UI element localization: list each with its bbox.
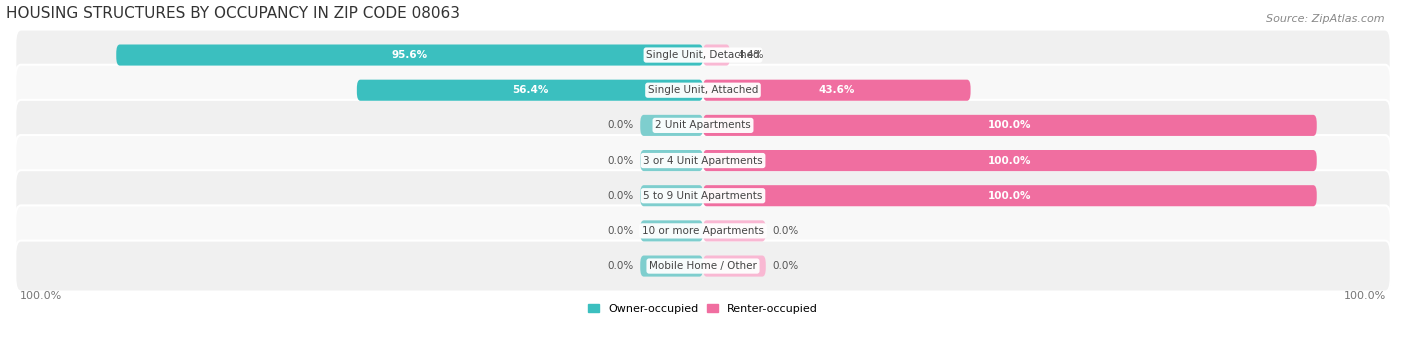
FancyBboxPatch shape	[640, 150, 703, 171]
Text: Single Unit, Detached: Single Unit, Detached	[647, 50, 759, 60]
FancyBboxPatch shape	[703, 44, 730, 65]
FancyBboxPatch shape	[703, 255, 766, 277]
Text: HOUSING STRUCTURES BY OCCUPANCY IN ZIP CODE 08063: HOUSING STRUCTURES BY OCCUPANCY IN ZIP C…	[6, 5, 460, 20]
Text: 0.0%: 0.0%	[607, 261, 633, 271]
Text: Mobile Home / Other: Mobile Home / Other	[650, 261, 756, 271]
FancyBboxPatch shape	[15, 65, 1391, 116]
FancyBboxPatch shape	[703, 80, 970, 101]
Text: 0.0%: 0.0%	[773, 226, 799, 236]
FancyBboxPatch shape	[703, 115, 1317, 136]
Text: 0.0%: 0.0%	[607, 191, 633, 201]
FancyBboxPatch shape	[703, 185, 1317, 206]
Text: 56.4%: 56.4%	[512, 85, 548, 95]
FancyBboxPatch shape	[357, 80, 703, 101]
FancyBboxPatch shape	[640, 115, 703, 136]
Text: 0.0%: 0.0%	[773, 261, 799, 271]
Text: 100.0%: 100.0%	[1344, 292, 1386, 301]
Text: 0.0%: 0.0%	[607, 120, 633, 130]
FancyBboxPatch shape	[640, 255, 703, 277]
Text: 100.0%: 100.0%	[988, 155, 1032, 165]
FancyBboxPatch shape	[15, 170, 1391, 221]
FancyBboxPatch shape	[640, 185, 703, 206]
FancyBboxPatch shape	[117, 44, 703, 65]
Text: 5 to 9 Unit Apartments: 5 to 9 Unit Apartments	[644, 191, 762, 201]
Text: 100.0%: 100.0%	[988, 191, 1032, 201]
Text: 10 or more Apartments: 10 or more Apartments	[643, 226, 763, 236]
Text: 95.6%: 95.6%	[391, 50, 427, 60]
FancyBboxPatch shape	[640, 220, 703, 241]
Text: 100.0%: 100.0%	[20, 292, 62, 301]
Text: 100.0%: 100.0%	[988, 120, 1032, 130]
FancyBboxPatch shape	[703, 150, 1317, 171]
FancyBboxPatch shape	[703, 220, 766, 241]
Text: Single Unit, Attached: Single Unit, Attached	[648, 85, 758, 95]
Text: Source: ZipAtlas.com: Source: ZipAtlas.com	[1267, 14, 1385, 24]
FancyBboxPatch shape	[15, 205, 1391, 256]
Text: 3 or 4 Unit Apartments: 3 or 4 Unit Apartments	[643, 155, 763, 165]
Text: 0.0%: 0.0%	[607, 155, 633, 165]
FancyBboxPatch shape	[15, 240, 1391, 292]
Text: 0.0%: 0.0%	[607, 226, 633, 236]
FancyBboxPatch shape	[15, 100, 1391, 151]
FancyBboxPatch shape	[15, 30, 1391, 80]
Text: 2 Unit Apartments: 2 Unit Apartments	[655, 120, 751, 130]
Legend: Owner-occupied, Renter-occupied: Owner-occupied, Renter-occupied	[583, 299, 823, 318]
Text: 4.4%: 4.4%	[737, 50, 763, 60]
Text: 43.6%: 43.6%	[818, 85, 855, 95]
FancyBboxPatch shape	[15, 135, 1391, 186]
